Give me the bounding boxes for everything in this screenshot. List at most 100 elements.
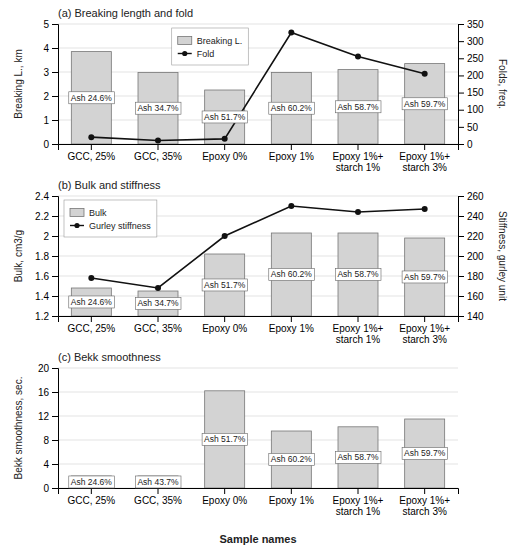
tick-mark: [52, 236, 58, 237]
tick-label: 12: [38, 411, 50, 422]
y-axis: 012345: [43, 19, 58, 150]
bar: [405, 238, 445, 316]
marker: [155, 138, 161, 144]
tick-mark: [458, 296, 464, 297]
annotation-box: [402, 98, 448, 110]
grid: [58, 24, 458, 144]
y-axis: 1.21.41.61.822.22.4: [35, 191, 58, 322]
tick: 1.4: [35, 291, 58, 302]
tick-mark: [52, 368, 58, 369]
tick: 4: [43, 459, 58, 470]
tick-label-line: GCC, 25%: [67, 323, 115, 334]
tick-label-line: GCC, 35%: [134, 495, 182, 506]
tick-mark: [458, 196, 464, 197]
y2-axis-label: Folds, freq.: [497, 59, 508, 109]
tick-label-line: starch 1%: [336, 162, 381, 173]
plot-area: [71, 391, 444, 488]
grid-line: [58, 276, 458, 277]
tick-label: GCC, 25%: [67, 323, 115, 334]
bar: [338, 427, 378, 488]
tick-mark: [52, 488, 58, 489]
tick-mark: [158, 316, 159, 322]
tick-label: 250: [467, 53, 484, 64]
line-series: [88, 30, 427, 144]
marker: [288, 30, 294, 36]
tick: Epoxy 1%+starch 1%: [333, 316, 384, 345]
tick-label: 4: [43, 43, 49, 54]
chart-root: GCC, 25%GCC, 35%Epoxy 0%Epoxy 1%Epoxy 1%…: [0, 0, 518, 557]
tick: 150: [458, 87, 484, 98]
tick: Epoxy 1%+starch 1%: [333, 488, 384, 517]
tick-mark: [458, 276, 464, 277]
legend-label: Gurley stiffness: [89, 221, 151, 231]
tick-label-line: Epoxy 0%: [202, 151, 247, 162]
tick: 300: [458, 36, 484, 47]
tick: 180: [458, 271, 484, 282]
y-axis: 048121620: [38, 363, 59, 494]
annotation: Ash 59.7%: [404, 99, 446, 109]
panel-title: (b) Bulk and stiffness: [58, 179, 161, 191]
tick: 1.8: [35, 251, 58, 262]
x-axis: GCC, 25%GCC, 35%Epoxy 0%Epoxy 1%Epoxy 1%…: [59, 316, 459, 345]
marker: [422, 71, 428, 77]
tick-mark: [52, 316, 58, 317]
tick-mark: [458, 127, 464, 128]
tick-label-line: Epoxy 1%+: [333, 151, 384, 162]
tick-label: 200: [467, 70, 484, 81]
tick-mark: [424, 316, 425, 322]
y2-axis-label: Stiffness, gurley unit: [497, 211, 508, 301]
marker: [222, 233, 228, 239]
tick: 12: [38, 411, 58, 422]
tick-mark: [52, 196, 58, 197]
panel: GCC, 25%GCC, 35%Epoxy 0%Epoxy 1%Epoxy 1%…: [13, 351, 459, 545]
tick: GCC, 35%: [134, 144, 182, 162]
marker: [88, 134, 94, 140]
annotation: Ash 58.7%: [337, 102, 379, 112]
tick-mark: [52, 216, 58, 217]
tick: GCC, 35%: [134, 488, 182, 506]
legend-swatch: [70, 209, 84, 217]
legend: BulkGurley stiffness: [64, 200, 157, 237]
tick: 1.2: [35, 311, 58, 322]
tick-label: 1: [43, 115, 49, 126]
annotations: Ash 24.6%Ash 34.7%Ash 51.7%Ash 60.2%Ash …: [69, 92, 448, 123]
grid-line: [58, 120, 458, 121]
legend-box: [172, 28, 249, 65]
tick-label-line: GCC, 35%: [134, 323, 182, 334]
tick: 2.4: [35, 191, 58, 202]
annotation: Ash 60.2%: [271, 454, 313, 464]
annotation: Ash 43.7%: [137, 477, 179, 487]
tick-mark: [291, 144, 292, 150]
tick-mark: [52, 120, 58, 121]
tick-label: 1.8: [35, 251, 49, 262]
tick-label: 8: [43, 435, 49, 446]
tick-mark: [458, 93, 464, 94]
tick-label-line: Epoxy 1%+: [399, 323, 450, 334]
tick-label-line: Epoxy 1%+: [399, 151, 450, 162]
grid-line: [58, 368, 458, 369]
bar: [338, 233, 378, 316]
annotation: Ash 58.7%: [337, 452, 379, 462]
bar-series: [71, 52, 444, 144]
tick-label-line: GCC, 25%: [67, 495, 115, 506]
tick-label: 50: [467, 122, 479, 133]
panel: GCC, 25%GCC, 35%Epoxy 0%Epoxy 1%Epoxy 1%…: [13, 179, 508, 345]
tick-label: 2: [43, 91, 49, 102]
annotations: Ash 24.6%Ash 34.7%Ash 51.7%Ash 60.2%Ash …: [69, 268, 448, 309]
tick-mark: [52, 96, 58, 97]
y2-axis: 050100150200250300350: [458, 19, 484, 150]
annotation: Ash 60.2%: [271, 103, 313, 113]
tick-label: 300: [467, 36, 484, 47]
tick-label: Epoxy 1%+starch 1%: [333, 151, 384, 173]
tick-mark: [424, 144, 425, 150]
tick-label: Epoxy 0%: [202, 495, 247, 506]
axis-line: [59, 489, 459, 495]
tick: 350: [458, 19, 484, 30]
tick-label: Epoxy 1%+starch 1%: [333, 495, 384, 517]
bar: [71, 52, 111, 144]
tick-label-line: Epoxy 1%+: [333, 323, 384, 334]
grid-line: [58, 392, 458, 393]
tick-label-line: starch 3%: [402, 334, 447, 345]
legend-item: Gurley stiffness: [70, 221, 151, 231]
annotation: Ash 24.6%: [71, 477, 113, 487]
